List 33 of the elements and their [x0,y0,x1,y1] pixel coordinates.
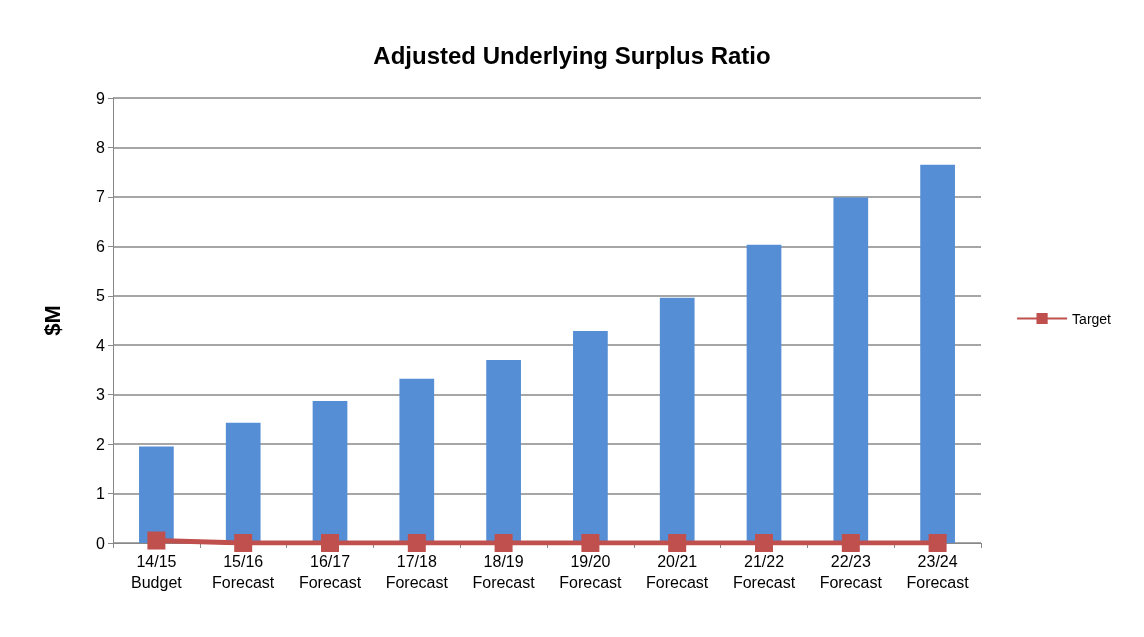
y-axis-title: $M [39,305,65,336]
bar [139,446,174,543]
x-tick-label: 15/16 Forecast [212,553,275,591]
x-tick-label: 18/19 Forecast [472,553,536,591]
x-tick-label: 21/22 Forecast [732,553,796,591]
y-tick-label: 8 [96,138,106,156]
y-tick-label: 3 [96,386,106,404]
y-tick-label: 7 [96,188,106,206]
bar [399,378,435,543]
bar [659,297,695,543]
x-tick-label: 14/15 Budget [131,553,183,591]
x-tick-label: 16/17 Forecast [298,553,362,591]
bar [225,422,261,543]
x-tick-label: 23/24 Forecast [906,553,970,591]
y-tick-label: 2 [96,435,106,453]
y-tick-label: 6 [96,237,106,255]
x-tick-label: 20/21 Forecast [646,553,709,591]
y-tick-label: 5 [96,287,106,305]
y-tick-label: 4 [96,336,106,354]
x-tick-label: 19/20 Forecast [559,553,623,591]
bar [486,360,521,543]
y-tick-label: 1 [96,485,106,503]
y-tick-label: 0 [96,534,106,552]
bar [573,330,608,543]
y-tick-label: 9 [96,89,106,107]
bar [920,164,955,543]
bar [833,197,869,543]
legend-label: Target [1072,310,1112,327]
x-tick-label: 17/18 Forecast [385,553,449,591]
bar [746,244,782,543]
bar [312,401,348,543]
chart-title: Adjusted Underlying Surplus Ratio [373,41,771,69]
x-tick-label: 22/23 Forecast [819,553,883,591]
